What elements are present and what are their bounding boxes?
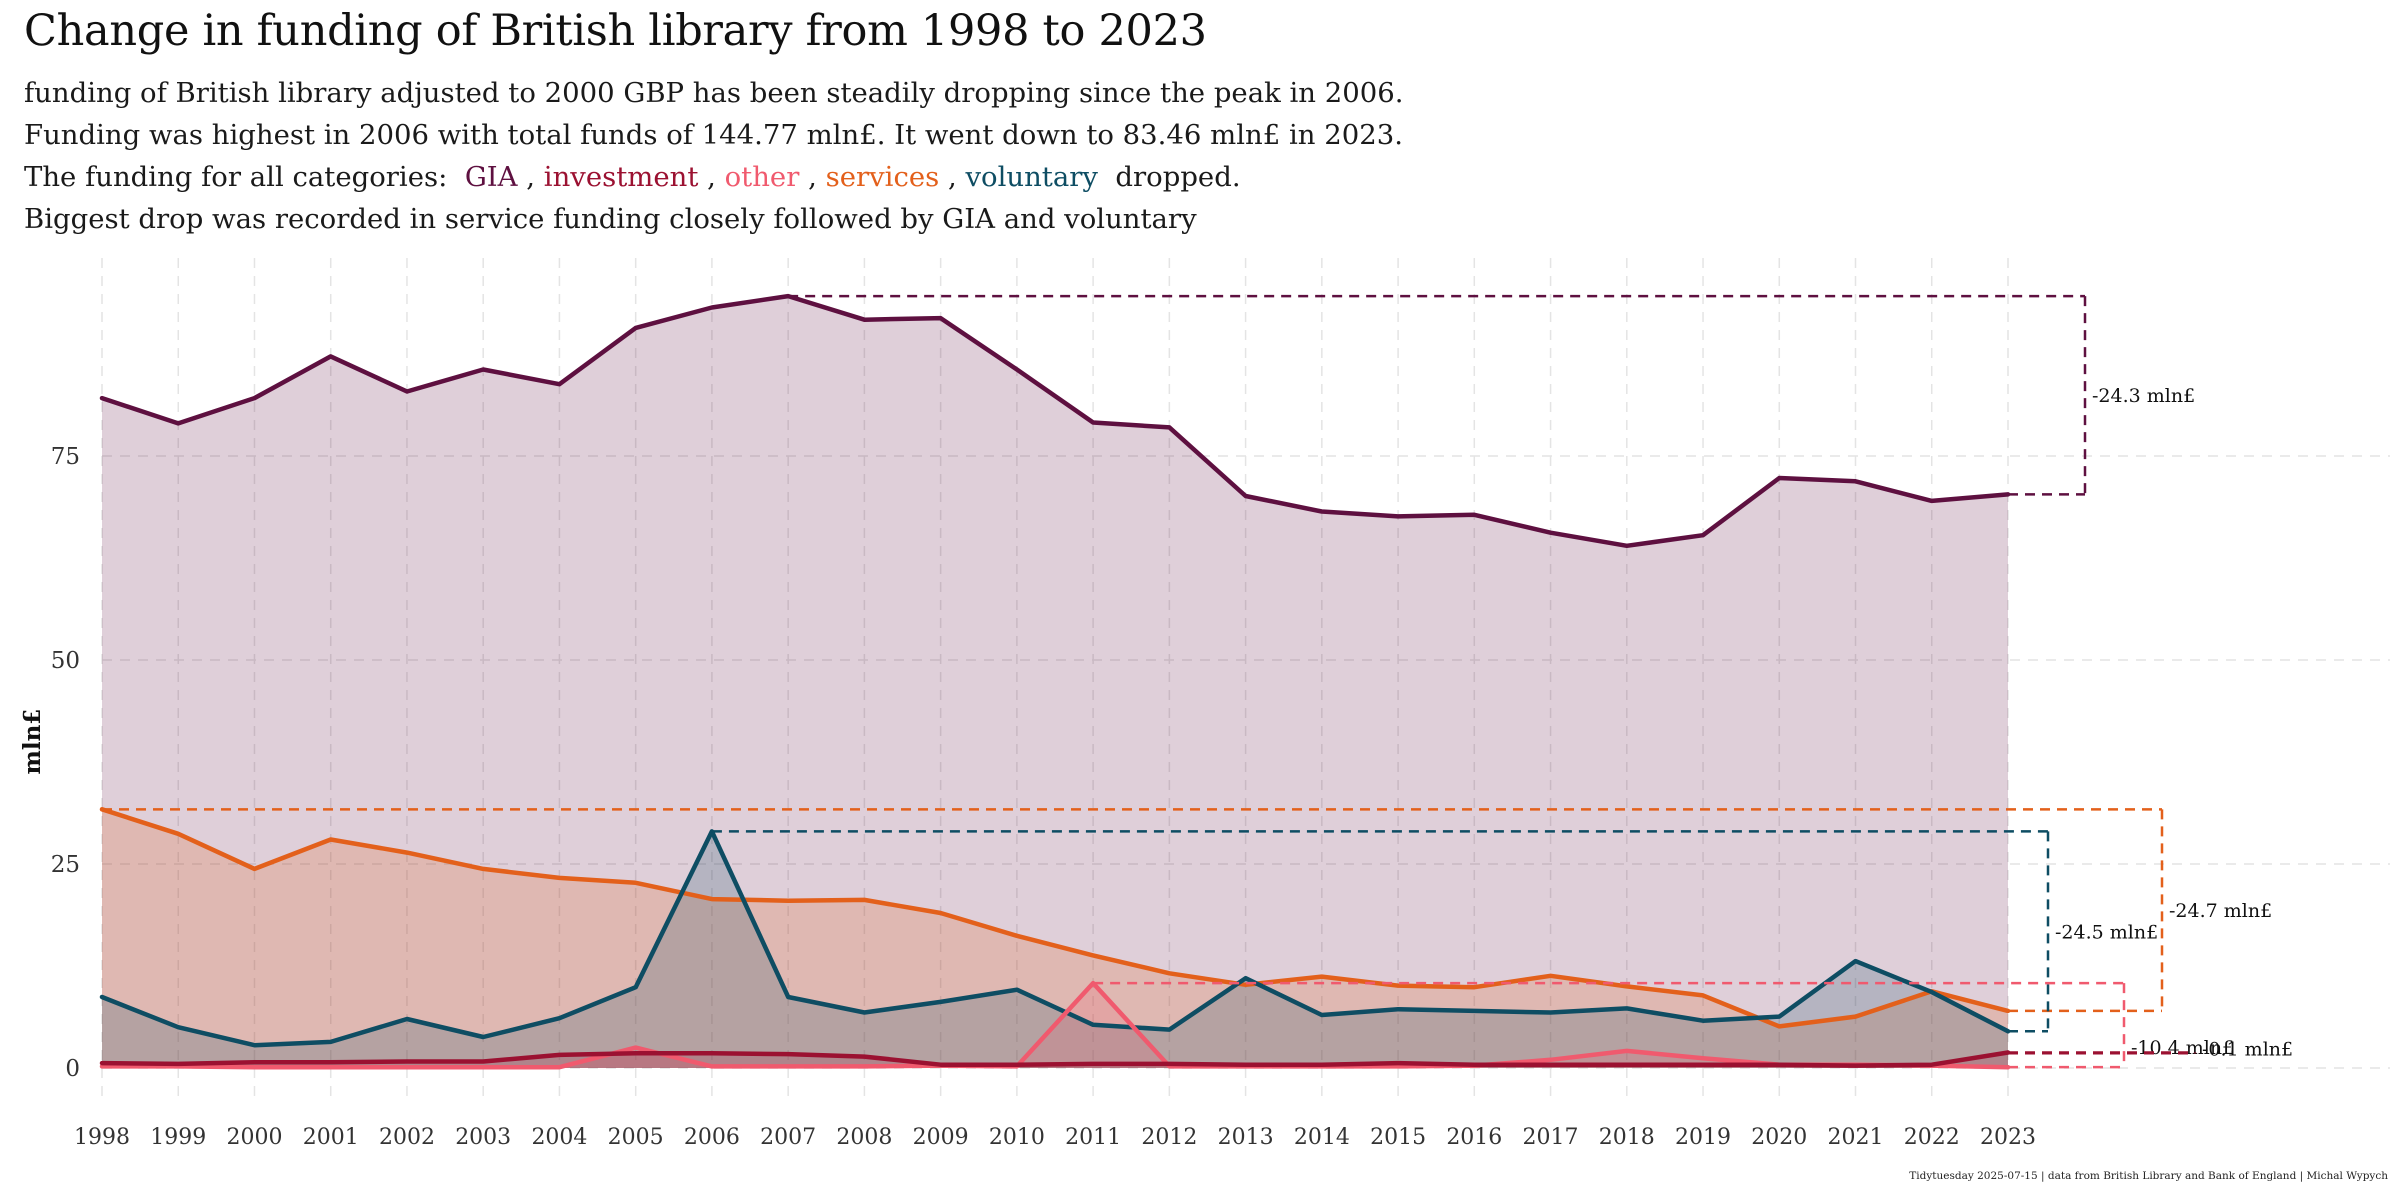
- x-tick-label-2000: 2000: [226, 1125, 282, 1150]
- subtitle-line-4: Biggest drop was recorded in service fun…: [24, 203, 1197, 235]
- x-tick-label-2011: 2011: [1065, 1125, 1121, 1150]
- x-tick-label-2017: 2017: [1523, 1125, 1579, 1150]
- x-tick-label-2014: 2014: [1294, 1125, 1350, 1150]
- annotation-label-other: -10.4 mln£: [2131, 1037, 2234, 1059]
- x-tick-label-2005: 2005: [608, 1125, 664, 1150]
- grid-lines: [101, 258, 2390, 1100]
- x-tick-label-2010: 2010: [989, 1125, 1045, 1150]
- subtitle-line-2: Funding was highest in 2006 with total f…: [24, 119, 1403, 151]
- chart-title: Change in funding of British library fro…: [24, 6, 1207, 56]
- y-tick-label-25: 25: [51, 852, 80, 878]
- subtitle-category-investment: investment: [543, 161, 699, 193]
- subtitle-line-3-suffix: dropped.: [1115, 161, 1241, 193]
- x-tick-label-2016: 2016: [1446, 1125, 1502, 1150]
- x-tick-label-2020: 2020: [1751, 1125, 1807, 1150]
- subtitle-category-gia: GIA: [464, 161, 518, 193]
- line-services: [99, 807, 2011, 1029]
- x-tick-label-2015: 2015: [1370, 1125, 1426, 1150]
- series-lines: [99, 293, 2011, 1070]
- area-gia: [102, 296, 2008, 1069]
- x-tick-label-2019: 2019: [1675, 1125, 1731, 1150]
- x-tick-label-2002: 2002: [379, 1125, 435, 1150]
- x-tick-label-2009: 2009: [913, 1125, 969, 1150]
- x-tick-label-2013: 2013: [1218, 1125, 1274, 1150]
- subtitle-category-other: other: [724, 161, 800, 193]
- series-areas: [102, 296, 2008, 1069]
- subtitle-category-voluntary: voluntary: [965, 161, 1098, 193]
- y-tick-label-0: 0: [65, 1056, 80, 1082]
- x-tick-label-2007: 2007: [760, 1125, 816, 1150]
- drop-annotations: -24.3 mln£ -24.7 mln£ -24.5 mln£ -10.4 mln£…: [102, 294, 2293, 1069]
- annotation-label-investment: -0.1 mln£: [2202, 1038, 2293, 1060]
- line-gia: [99, 293, 2011, 549]
- chart-subtitle: funding of British library adjusted to 2…: [24, 72, 1403, 240]
- x-tick-label-2008: 2008: [836, 1125, 892, 1150]
- x-tick-label-1998: 1998: [74, 1125, 130, 1150]
- x-tick-label-2003: 2003: [455, 1125, 511, 1150]
- x-tick-label-2001: 2001: [303, 1125, 359, 1150]
- x-tick-label-2006: 2006: [684, 1125, 740, 1150]
- x-tick-label-2023: 2023: [1980, 1125, 2036, 1150]
- subtitle-line-1: funding of British library adjusted to 2…: [24, 77, 1404, 109]
- subtitle-line-3: The funding for all categories: GIA , in…: [24, 161, 1241, 193]
- annotation-label-gia: -24.3 mln£: [2092, 385, 2195, 407]
- line-other: [99, 980, 2011, 1070]
- caption: Tidytuesday 2025-07-15 | data from Briti…: [1909, 1170, 2388, 1182]
- area-services: [102, 809, 2008, 1068]
- subtitle-line-3-prefix: The funding for all categories:: [24, 161, 448, 193]
- line-voluntary: [99, 829, 2011, 1048]
- y-tick-label-50: 50: [51, 648, 80, 674]
- x-tick-label-2004: 2004: [531, 1125, 587, 1150]
- annotation-label-voluntary: -24.5 mln£: [2055, 921, 2158, 943]
- x-tick-label-2021: 2021: [1828, 1125, 1884, 1150]
- annotation-label-services: -24.7 mln£: [2169, 900, 2272, 922]
- axis-labels: 0 25 50 75 1998 1999 2000 2001 2002 2003 2004 2005 2…: [19, 444, 2036, 1150]
- line-investment: [99, 1050, 2011, 1068]
- x-tick-label-2022: 2022: [1904, 1125, 1960, 1150]
- x-tick-label-2018: 2018: [1599, 1125, 1655, 1150]
- x-tick-label-1999: 1999: [150, 1125, 206, 1150]
- x-tick-label-2012: 2012: [1141, 1125, 1197, 1150]
- y-axis-title: mln£: [19, 709, 46, 775]
- y-tick-label-75: 75: [51, 444, 80, 470]
- subtitle-category-services: services: [825, 161, 940, 193]
